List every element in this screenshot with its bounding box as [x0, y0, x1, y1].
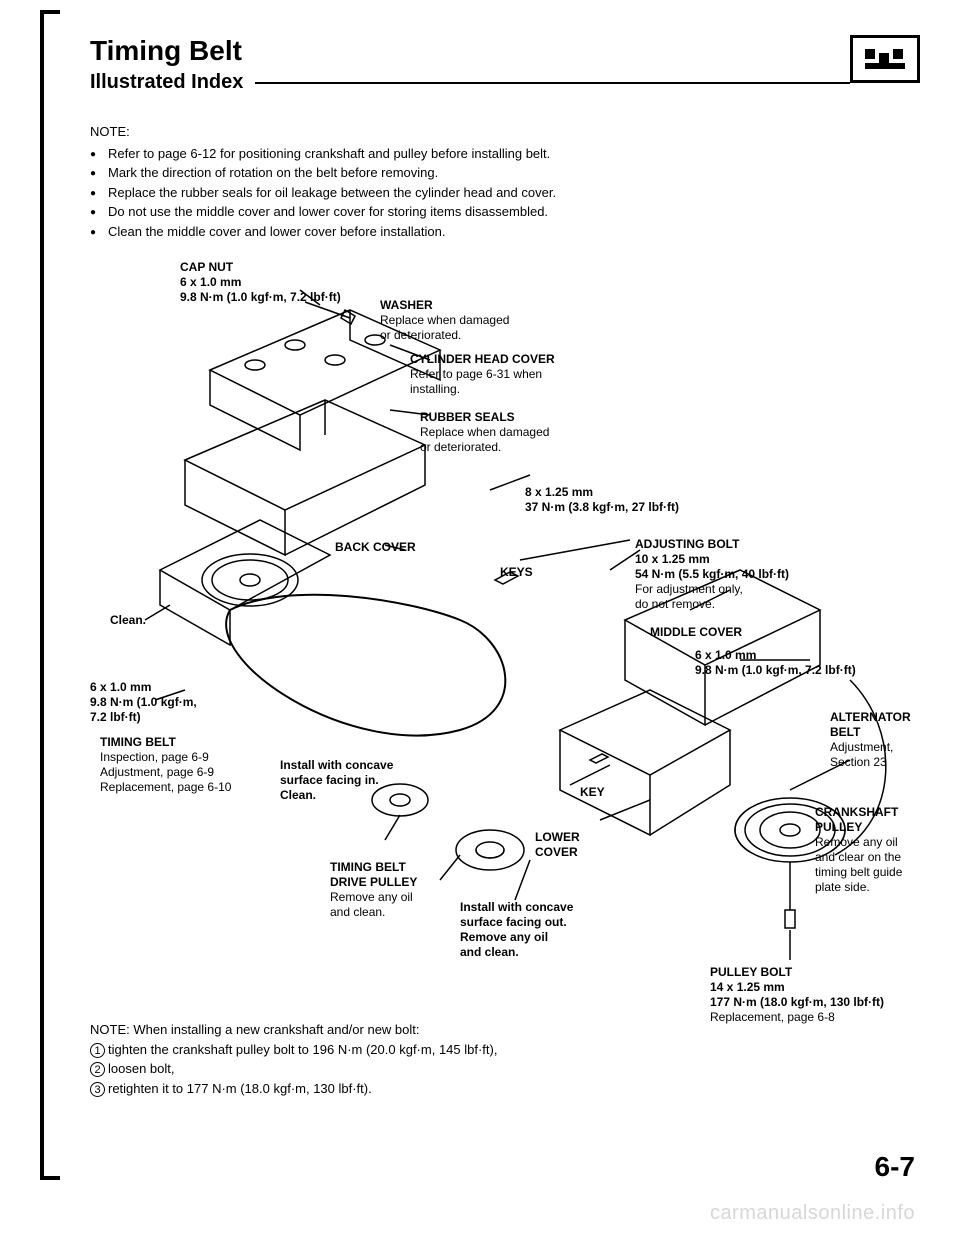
callout-install-concave-in: Install with concave surface facing in. …: [280, 758, 393, 803]
callout-bolt-6x10-b: 6 x 1.0 mm 9.8 N·m (1.0 kgf·m, 7.2 lbf·f…: [90, 680, 197, 725]
engine-icon: [850, 35, 920, 83]
callout-alternator-belt: ALTERNATOR BELT Adjustment, Section 23: [830, 710, 911, 770]
footer-note: NOTE: When installing a new crankshaft a…: [90, 1020, 650, 1098]
callout-back-cover: BACK COVER: [335, 540, 416, 555]
callout-washer: WASHER Replace when damaged or deteriora…: [380, 298, 509, 343]
page-title: Timing Belt: [90, 35, 850, 67]
callout-clean: Clean.: [110, 613, 146, 628]
callout-bolt-8x125: 8 x 1.25 mm 37 N·m (3.8 kgf·m, 27 lbf·ft…: [525, 485, 679, 515]
callout-key: KEY: [580, 785, 605, 800]
note-item: Refer to page 6-12 for positioning crank…: [90, 144, 920, 164]
notes-list: Refer to page 6-12 for positioning crank…: [90, 144, 920, 242]
callout-rubber-seals: RUBBER SEALS Replace when damaged or det…: [420, 410, 549, 455]
callout-pulley-bolt: PULLEY BOLT 14 x 1.25 mm 177 N·m (18.0 k…: [710, 965, 884, 1025]
note-item: Replace the rubber seals for oil leakage…: [90, 183, 920, 203]
watermark: carmanualsonline.info: [710, 1202, 915, 1225]
callout-middle-cover: MIDDLE COVER: [650, 625, 742, 640]
page-number: 6-7: [875, 1151, 915, 1183]
notes-label: NOTE:: [90, 122, 920, 142]
callout-cyl-head-cover: CYLINDER HEAD COVER Refer to page 6-31 w…: [410, 352, 555, 397]
callout-cap-nut: CAP NUT 6 x 1.0 mm 9.8 N·m (1.0 kgf·m, 7…: [180, 260, 341, 305]
callout-bolt-6x10-a: 6 x 1.0 mm 9.8 N·m (1.0 kgf·m, 7.2 lbf·f…: [695, 648, 856, 678]
note-item: Mark the direction of rotation on the be…: [90, 163, 920, 183]
callout-timing-belt: TIMING BELT Inspection, page 6-9 Adjustm…: [100, 735, 231, 795]
note-item: Do not use the middle cover and lower co…: [90, 202, 920, 222]
page-subtitle: Illustrated Index: [90, 71, 243, 94]
callout-adjusting-bolt: ADJUSTING BOLT 10 x 1.25 mm 54 N·m (5.5 …: [635, 537, 789, 612]
page-border: [40, 10, 60, 1180]
callout-lower-cover: LOWER COVER: [535, 830, 580, 860]
callout-keys: KEYS: [500, 565, 533, 580]
callout-install-concave-out: Install with concave surface facing out.…: [460, 900, 573, 960]
callout-crank-pulley: CRANKSHAFT PULLEY Remove any oil and cle…: [815, 805, 902, 895]
callout-drive-pulley: TIMING BELT DRIVE PULLEY Remove any oil …: [330, 860, 417, 920]
header-rule: [255, 82, 850, 84]
note-item: Clean the middle cover and lower cover b…: [90, 222, 920, 242]
exploded-diagram: CAP NUT 6 x 1.0 mm 9.8 N·m (1.0 kgf·m, 7…: [90, 260, 920, 1090]
